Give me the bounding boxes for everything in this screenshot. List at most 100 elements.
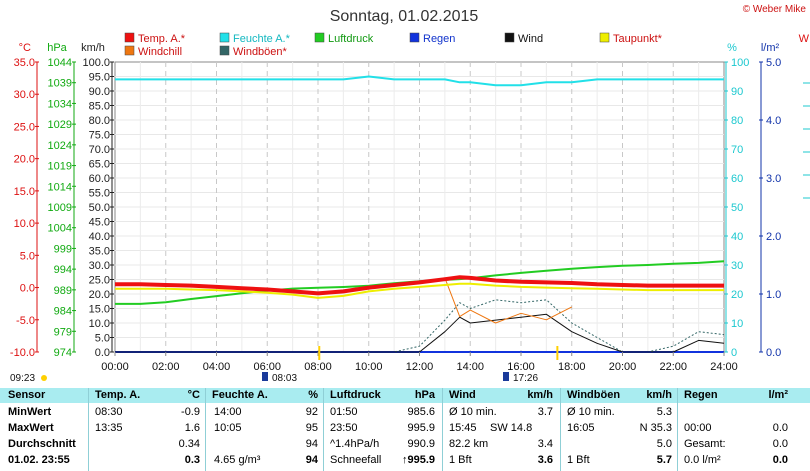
wind-tick-label: 35.0	[89, 246, 110, 258]
cell-hum-val: 95	[305, 422, 318, 434]
x-axis-group: 00:00 02:00 04:00 06:00 08:00 10:00 12:00 14:00…	[101, 346, 738, 373]
temp-tick-label: 0.0	[20, 283, 35, 295]
cell-gust-name: 16:05	[567, 422, 595, 434]
x-tick-label: 12:00	[406, 361, 434, 373]
legend-label: Windböen*	[233, 46, 288, 58]
legend-swatch	[314, 32, 325, 43]
rain-tick-label: 5.0	[766, 57, 781, 69]
x-tick-label: 24:00	[710, 361, 738, 373]
x-tick-label: 02:00	[152, 361, 180, 373]
statistics-table: Sensor Temp. A. °C Feuchte A. % Luftdruc…	[0, 388, 810, 471]
wind-tick-label: 80.0	[89, 115, 110, 127]
weather-chart: Sonntag, 01.02.2015 © Weber Mike Temp. A…	[10, 4, 810, 384]
temp-tick-label: 5.0	[20, 250, 35, 262]
pressure-tick-label: 1009	[48, 202, 72, 214]
rain-tick-label: 3.0	[766, 173, 781, 185]
wind-tick-label: 85.0	[89, 101, 110, 113]
wind-tick-label: 0.0	[95, 347, 110, 359]
header-wind-unit: km/h	[527, 389, 553, 401]
rain-tick-label: 0.0	[766, 347, 781, 359]
wind-tick-label: 55.0	[89, 188, 110, 200]
pressure-tick-label: 1044	[48, 57, 72, 69]
header-temp: Temp. A.	[95, 389, 141, 401]
column-divider	[677, 388, 678, 471]
temp-tick-label: -5.0	[16, 315, 35, 327]
chart-title: Sonntag, 01.02.2015	[330, 8, 479, 25]
header-rain-unit: l/m²	[768, 389, 788, 401]
x-tick-label: 20:00	[609, 361, 637, 373]
wind-tick-label: 70.0	[89, 144, 110, 156]
cell-wind-val: 3.6	[537, 454, 553, 466]
humidity-tick-label: 10	[731, 318, 743, 330]
legend-swatch	[124, 32, 135, 43]
header-gust: Windböen	[567, 389, 621, 401]
legend-swatch	[599, 32, 610, 43]
cell-hum-time: 10:05	[214, 422, 242, 434]
header-wind: Wind	[449, 389, 476, 401]
wind-axis-unit: km/h	[81, 42, 105, 54]
wind-tick-label: 25.0	[89, 275, 110, 287]
wind-tick-label: 10.0	[89, 318, 110, 330]
x-tick-label: 22:00	[659, 361, 687, 373]
table-row: Durchschnitt 0.34 94 ^1.4hPa/h 990.9 82.2 km 3…	[0, 437, 810, 452]
humidity-tick-label: 40	[731, 231, 743, 243]
series-line-wind	[115, 313, 725, 353]
legend-label: Temp. A.*	[138, 33, 186, 45]
humidity-tick-label: 70	[731, 144, 743, 156]
cell-label: 01.02. 23:55	[8, 454, 70, 466]
cell-rain-name: Gesamt:	[684, 438, 726, 450]
rain-tick-label: 1.0	[766, 289, 781, 301]
cell-temp-val: 0.3	[184, 454, 200, 466]
cell-gust-val: 5.7	[656, 454, 672, 466]
x-tick-label: 10:00	[355, 361, 383, 373]
cell-gust-val: N 35.3	[639, 422, 672, 434]
header-gust-unit: km/h	[646, 389, 672, 401]
pressure-tick-label: 1024	[48, 140, 72, 152]
cell-rain-name: 0.0 l/m²	[684, 454, 721, 466]
wind-tick-label: 15.0	[89, 304, 110, 316]
wind-tick-label: 65.0	[89, 159, 110, 171]
pressure-tick-label: 1029	[48, 119, 72, 131]
cell-press-time: 23:50	[330, 422, 358, 434]
sunset-time: 17:26	[513, 373, 538, 384]
cell-hum-time: 14:00	[214, 406, 242, 418]
pressure-tick-label: 999	[54, 243, 72, 255]
x-tick-label: 06:00	[253, 361, 281, 373]
humidity-tick-label: 50	[731, 202, 743, 214]
humidity-tick-label: 20	[731, 289, 743, 301]
legend-swatch	[124, 45, 135, 56]
header-temp-unit: °C	[187, 389, 200, 401]
cell-label: MinWert	[8, 406, 52, 418]
cell-gust-name: 1 Bft	[567, 454, 590, 466]
sunrise-time: 08:03	[272, 373, 297, 384]
humidity-tick-label: 30	[731, 260, 743, 272]
cell-press-val: 985.6	[407, 406, 435, 418]
temp-tick-label: 30.0	[14, 89, 35, 101]
temp-tick-label: 15.0	[14, 186, 35, 198]
cell-label: Durchschnitt	[8, 438, 76, 450]
header-humidity-unit: %	[308, 389, 318, 401]
column-divider	[323, 388, 324, 471]
x-tick-label: 14:00	[456, 361, 484, 373]
x-tick-label: 00:00	[101, 361, 129, 373]
series-line-tempa	[115, 275, 724, 296]
temp-tick-label: 20.0	[14, 154, 35, 166]
cell-press-time: Schneefall	[330, 454, 382, 466]
pressure-tick-label: 994	[54, 264, 72, 276]
cell-rain-val: 0.0	[772, 438, 788, 450]
series-line-windchill	[444, 277, 573, 324]
cell-temp-val: 0.34	[178, 438, 200, 450]
cell-hum-val: 94	[305, 454, 318, 466]
cell-temp-time: 13:35	[95, 422, 123, 434]
pressure-tick-label: 979	[54, 326, 72, 338]
edge-axis-unit: W	[799, 33, 810, 45]
wind-tick-label: 50.0	[89, 202, 110, 214]
wind-tick-label: 60.0	[89, 173, 110, 185]
cell-hum-time: 4.65 g/m³	[214, 454, 261, 466]
series-line-taupunkt	[115, 282, 724, 299]
table-row: MinWert 08:30 -0.9 14:00 92 01:50 985.6 Ø 10 mi…	[0, 405, 810, 420]
table-row: MaxWert 13:35 1.6 10:05 95 23:50 995.9 15:45 SW …	[0, 421, 810, 436]
header-pressure: Luftdruck	[330, 389, 381, 401]
cell-rain-val: 0.0	[772, 422, 788, 434]
legend-label: Windchill	[138, 46, 182, 58]
